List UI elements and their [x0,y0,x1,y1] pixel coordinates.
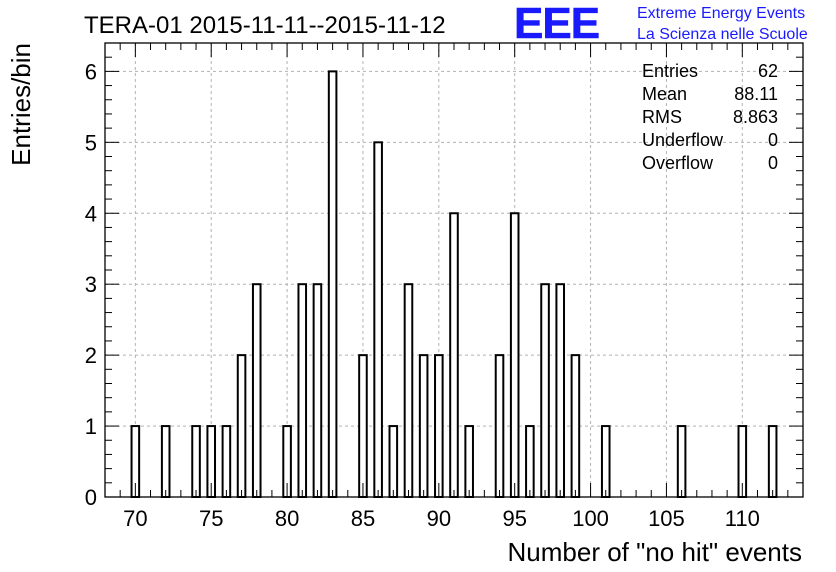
y-tick-label: 4 [85,201,97,226]
histogram-bar [327,70,338,498]
stats-label-underflow: Underflow [642,130,724,150]
stats-label-overflow: Overflow [642,153,714,173]
histogram-bar [236,354,247,498]
histogram-bar [540,283,550,498]
histogram-bar [676,425,687,498]
x-tick-label: 90 [427,506,451,531]
histogram-bar [600,425,611,498]
stats-label-rms: RMS [642,107,682,127]
histogram-bar [251,283,262,498]
histogram-bar [555,283,566,498]
x-tick-label: 105 [648,506,685,531]
stats-value-mean: 88.11 [734,84,778,104]
stats-label-mean: Mean [642,84,687,104]
y-tick-label: 6 [85,59,97,84]
logo-line-1: Extreme Energy Events [637,5,805,22]
histogram-bar [570,354,581,498]
x-tick-label: 95 [502,506,526,531]
histogram-bar [418,354,429,498]
stats-label-entries: Entries [642,61,698,81]
stats-value-overflow: 0 [768,153,778,173]
logo-line-2: La Scienza nelle Scuole [637,26,808,43]
histogram-bar [191,425,201,498]
histogram-bar [358,354,368,498]
histogram-bar [312,283,323,498]
x-axis-ticks: 70 75 80 85 90 95 100 105 110 [104,43,804,531]
histogram-bar [767,425,778,498]
histogram-bars [130,70,778,498]
x-tick-label: 70 [123,506,147,531]
histogram-bar [388,425,399,498]
x-axis-label: Number of "no hit" events [508,537,803,567]
histogram-bar [509,212,520,498]
x-tick-label: 85 [351,506,375,531]
stats-box: Entries 62 Mean 88.11 RMS 8.863 Underflo… [642,61,778,173]
chart-title: TERA-01 2015-11-11--2015-11-12 [84,12,446,39]
histogram-bar [464,425,474,498]
y-axis-label: Entries/bin [6,43,36,166]
x-tick-label: 75 [199,506,223,531]
stats-value-rms: 8.863 [733,107,778,127]
logo: EEE Extreme Energy Events La Scienza nel… [514,0,808,48]
y-axis-ticks: 0 1 2 3 4 5 6 [85,56,803,510]
eee-logo-mark: EEE [514,0,599,48]
histogram-bar [434,354,444,498]
histogram-bar [160,425,171,498]
y-tick-label: 0 [85,485,97,510]
y-tick-label: 5 [85,130,97,155]
histogram-bar [494,354,505,498]
histogram-bar [373,141,383,498]
histogram-bar [403,283,414,498]
histogram-bar [297,283,308,498]
x-tick-label: 110 [725,506,760,531]
stats-value-entries: 62 [758,61,778,81]
histogram-bar [525,425,535,498]
stats-value-underflow: 0 [768,130,778,150]
histogram-bar [449,212,459,498]
y-tick-label: 2 [85,343,97,368]
x-tick-label: 100 [572,506,609,531]
y-tick-label: 3 [85,272,97,297]
y-tick-label: 1 [85,414,97,439]
x-tick-label: 80 [275,506,299,531]
histogram-bar [221,425,232,498]
